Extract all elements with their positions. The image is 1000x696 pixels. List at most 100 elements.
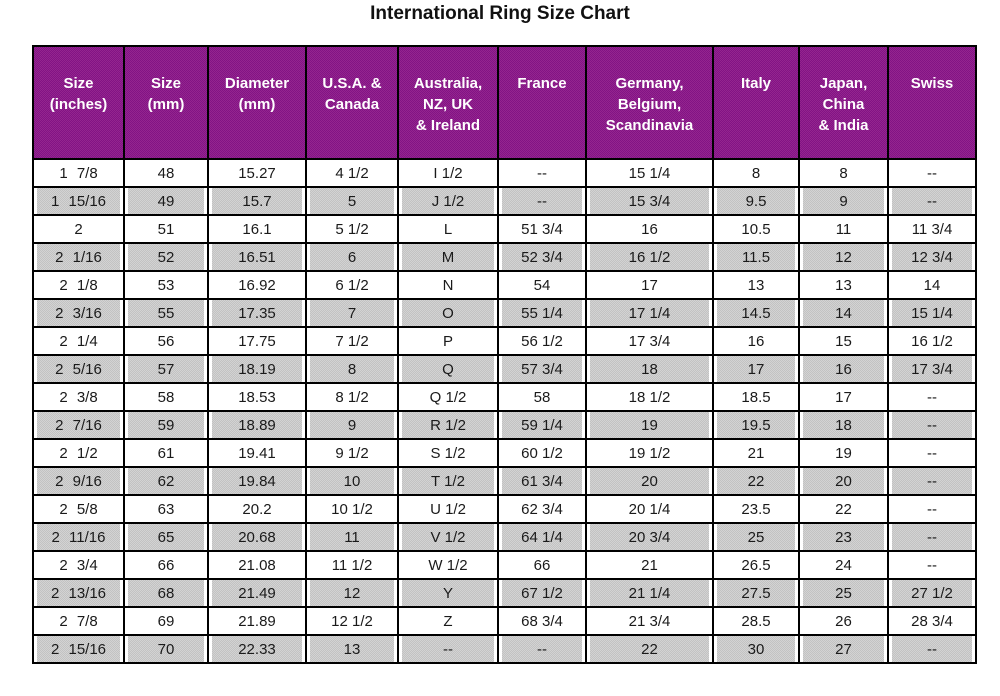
- page: International Ring Size Chart Size (inche…: [0, 3, 1000, 664]
- table-cell: 15 1/4: [887, 298, 977, 328]
- table-cell: 2 7/16: [32, 410, 125, 440]
- column-header-line: NZ, UK: [423, 96, 473, 113]
- column-header: Germany, Belgium, Scandinavia: [585, 45, 714, 160]
- table-cell: 26: [798, 606, 889, 636]
- table-cell: --: [887, 438, 977, 468]
- table-cell: --: [887, 158, 977, 188]
- table-cell: 15.7: [207, 186, 307, 216]
- table-row: 2 13/16 68 21.49 12 Y 67 1/2 21 1/4 27.5 25 27 1/…: [32, 578, 977, 608]
- table-cell: 11.5: [712, 242, 800, 272]
- table-cell: --: [497, 634, 587, 664]
- column-header-line: Diameter: [224, 75, 290, 92]
- table-row: 1 15/16 49 15.7 5 J 1/2 -- 15 3/4 9.5 9 --: [32, 186, 977, 216]
- table-cell: 16: [712, 326, 800, 356]
- column-header-line: (mm): [147, 96, 185, 113]
- table-cell: 10 1/2: [305, 494, 399, 524]
- table-cell: 1 15/16: [32, 186, 125, 216]
- table-cell: 18: [798, 410, 889, 440]
- column-header-line: (inches): [49, 96, 108, 113]
- table-cell: 54: [497, 270, 587, 300]
- table-cell: 2 1/2: [32, 438, 125, 468]
- table-row: 2 3/8 58 18.53 8 1/2 Q 1/2 58 18 1/2 18.5 17 --: [32, 382, 977, 412]
- table-cell: 13: [798, 270, 889, 300]
- table-cell: 52 3/4: [497, 242, 587, 272]
- table-cell: 53: [123, 270, 209, 300]
- table-cell: 1 7/8: [32, 158, 125, 188]
- table-cell: 15 3/4: [585, 186, 714, 216]
- table-cell: 11 1/2: [305, 550, 399, 580]
- table-cell: 69: [123, 606, 209, 636]
- table-cell: 17 3/4: [887, 354, 977, 384]
- table-row: 2 7/16 59 18.89 9 R 1/2 59 1/4 19 19.5 18 --: [32, 410, 977, 440]
- table-cell: 14: [798, 298, 889, 328]
- table-cell: Y: [397, 578, 499, 608]
- table-row: 2 7/8 69 21.89 12 1/2 Z 68 3/4 21 3/4 28.5 26 28 …: [32, 606, 977, 636]
- ring-size-table: Size (inches) Size (mm) Diameter (mm) U.S.A. &…: [32, 45, 977, 664]
- page-title: International Ring Size Chart: [370, 3, 630, 24]
- table-cell: 11 3/4: [887, 214, 977, 244]
- table-cell: 56 1/2: [497, 326, 587, 356]
- table-cell: O: [397, 298, 499, 328]
- table-cell: Q 1/2: [397, 382, 499, 412]
- table-cell: 26.5: [712, 550, 800, 580]
- table-cell: 59 1/4: [497, 410, 587, 440]
- table-cell: 19 1/2: [585, 438, 714, 468]
- table-cell: 13: [305, 634, 399, 664]
- table-cell: 2 13/16: [32, 578, 125, 608]
- table-cell: 63: [123, 494, 209, 524]
- table-cell: 67 1/2: [497, 578, 587, 608]
- table-cell: 24: [798, 550, 889, 580]
- table-cell: 13: [712, 270, 800, 300]
- table-cell: 9: [305, 410, 399, 440]
- table-cell: 66: [123, 550, 209, 580]
- column-header: Australia, NZ, UK & Ireland: [397, 45, 499, 160]
- table-row: 2 11/16 65 20.68 11 V 1/2 64 1/4 20 3/4 25 23 --: [32, 522, 977, 552]
- table-cell: --: [887, 550, 977, 580]
- table-cell: 2 3/4: [32, 550, 125, 580]
- column-header-line: Size: [150, 75, 181, 92]
- table-cell: 12 3/4: [887, 242, 977, 272]
- table-cell: 20.68: [207, 522, 307, 552]
- table-cell: 4 1/2: [305, 158, 399, 188]
- table-cell: 20: [798, 466, 889, 496]
- table-cell: 55: [123, 298, 209, 328]
- table-cell: --: [887, 522, 977, 552]
- table-cell: 22: [798, 494, 889, 524]
- table-cell: 2 1/16: [32, 242, 125, 272]
- table-cell: 52: [123, 242, 209, 272]
- table-cell: 17: [798, 382, 889, 412]
- table-cell: --: [887, 410, 977, 440]
- column-header-line: Belgium,: [617, 96, 682, 113]
- table-cell: 17: [712, 354, 800, 384]
- table-cell: 18 1/2: [585, 382, 714, 412]
- table-cell: 17.75: [207, 326, 307, 356]
- table-cell: 6 1/2: [305, 270, 399, 300]
- table-cell: --: [887, 634, 977, 664]
- table-cell: L: [397, 214, 499, 244]
- table-cell: 25: [798, 578, 889, 608]
- table-cell: 2 15/16: [32, 634, 125, 664]
- table-cell: S 1/2: [397, 438, 499, 468]
- table-cell: 17 3/4: [585, 326, 714, 356]
- table-row: 2 3/16 55 17.35 7 O 55 1/4 17 1/4 14.5 14 15 1/4: [32, 298, 977, 328]
- table-cell: 21: [585, 550, 714, 580]
- column-header: Italy: [712, 45, 800, 160]
- table-cell: 23: [798, 522, 889, 552]
- table-cell: 5 1/2: [305, 214, 399, 244]
- column-header-line: Australia,: [413, 75, 483, 92]
- table-cell: 2 11/16: [32, 522, 125, 552]
- table-cell: --: [887, 382, 977, 412]
- table-cell: T 1/2: [397, 466, 499, 496]
- table-cell: R 1/2: [397, 410, 499, 440]
- table-cell: 9.5: [712, 186, 800, 216]
- table-cell: --: [397, 634, 499, 664]
- table-cell: 20 3/4: [585, 522, 714, 552]
- table-cell: 20: [585, 466, 714, 496]
- table-cell: 57: [123, 354, 209, 384]
- table-cell: 60 1/2: [497, 438, 587, 468]
- table-cell: 28.5: [712, 606, 800, 636]
- table-row: 2 1/4 56 17.75 7 1/2 P 56 1/2 17 3/4 16 15 16 1/2: [32, 326, 977, 356]
- table-cell: 61: [123, 438, 209, 468]
- table-row: 1 7/8 48 15.27 4 1/2 I 1/2 -- 15 1/4 8 8 --: [32, 158, 977, 188]
- table-cell: 6: [305, 242, 399, 272]
